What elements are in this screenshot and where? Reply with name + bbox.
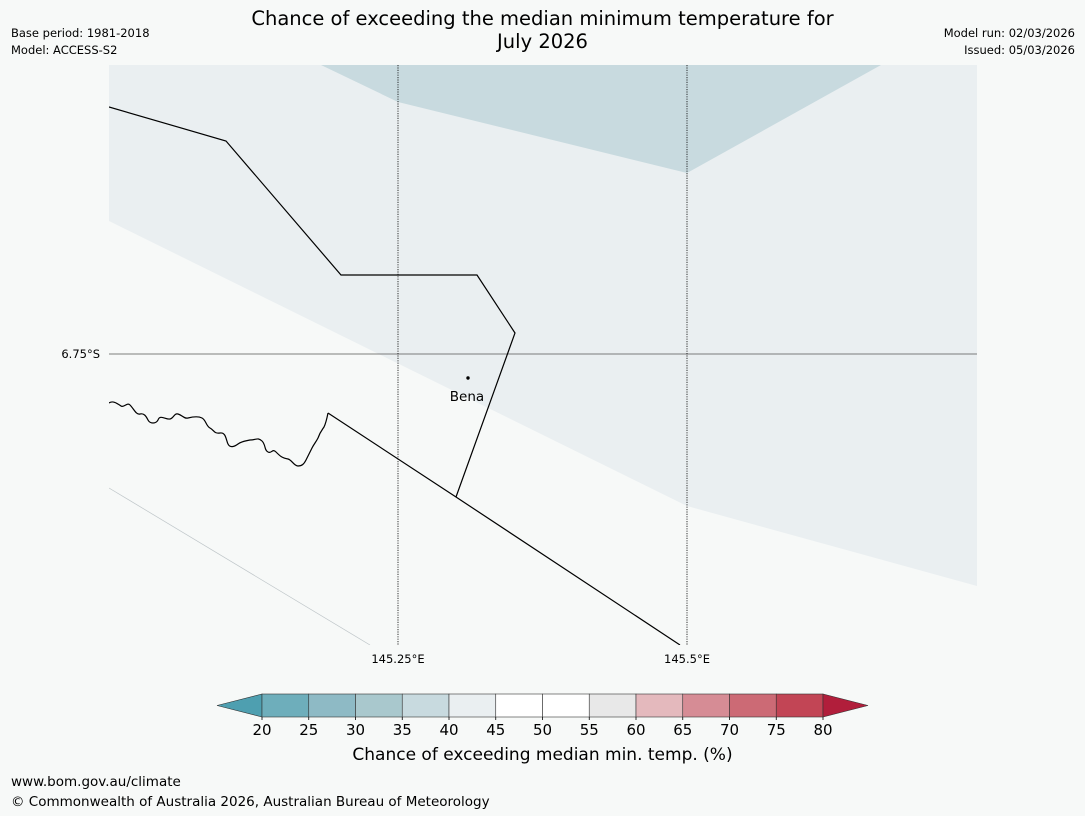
footer-url: www.bom.gov.au/climate xyxy=(11,774,181,790)
colorbar-segment xyxy=(729,693,777,718)
colorbar-tick-label: 25 xyxy=(299,721,318,739)
title-line-2: July 2026 xyxy=(497,30,588,53)
colorbar-segment xyxy=(775,693,824,718)
colorbar-segments xyxy=(216,693,869,718)
province-boundary-south xyxy=(327,412,681,645)
colorbar-tick-label: 50 xyxy=(533,721,552,739)
colorbar-segment xyxy=(401,693,450,718)
model-run: Model run: 02/03/2026 xyxy=(943,26,1075,40)
colorbar-segment xyxy=(635,693,684,718)
colorbar-segment xyxy=(261,693,310,718)
colorbar-segment xyxy=(588,693,637,718)
town-label-bena: Bena xyxy=(450,389,484,405)
colorbar-segment xyxy=(495,693,543,718)
zone-40-45 xyxy=(109,65,977,586)
colorbar-arrow-low xyxy=(216,693,263,718)
colorbar-segment xyxy=(682,693,730,718)
colorbar-tick-label: 45 xyxy=(486,721,505,739)
river-line xyxy=(109,401,329,467)
colorbar-label: Chance of exceeding median min. temp. (%… xyxy=(352,745,733,765)
province-boundary xyxy=(109,106,516,498)
map-canvas: Bena 6.75°S 145.25°E 145.5°E xyxy=(61,65,977,666)
colorbar-segment xyxy=(355,693,403,718)
colorbar-tick-label: 60 xyxy=(626,721,645,739)
colorbar-tick-label: 75 xyxy=(767,721,786,739)
colorbar-tick-label: 65 xyxy=(673,721,692,739)
colorbar-segment xyxy=(542,693,590,718)
title-line-1: Chance of exceeding the median minimum t… xyxy=(251,7,834,30)
longitude-label-1: 145.25°E xyxy=(371,652,424,666)
colorbar-segment xyxy=(448,693,497,718)
colorbar-tick-label: 35 xyxy=(393,721,412,739)
colorbar-tick-label: 55 xyxy=(580,721,599,739)
header-left-meta: Base period: 1981-2018 Model: ACCESS-S2 xyxy=(11,25,150,59)
model-name: Model: ACCESS-S2 xyxy=(11,43,118,57)
zone-35-40 xyxy=(321,65,881,173)
town-marker xyxy=(466,376,470,380)
map-title: Chance of exceeding the median minimum t… xyxy=(0,7,1085,53)
faint-contour xyxy=(109,487,371,645)
colorbar-segment xyxy=(308,693,356,718)
longitude-label-2: 145.5°E xyxy=(664,652,710,666)
colorbar-tick-label: 20 xyxy=(252,721,271,739)
latitude-label: 6.75°S xyxy=(61,347,100,361)
colorbar-tick-label: 30 xyxy=(346,721,365,739)
colorbar-tick-label: 40 xyxy=(439,721,458,739)
colorbar-arrow-high xyxy=(822,693,869,718)
colorbar-tick-label: 70 xyxy=(720,721,739,739)
header-right-meta: Model run: 02/03/2026 Issued: 05/03/2026 xyxy=(944,25,1075,59)
base-period: Base period: 1981-2018 xyxy=(11,26,150,40)
footer-copyright: © Commonwealth of Australia 2026, Austra… xyxy=(11,794,490,810)
colorbar-ticks: 20 25 30 35 40 45 50 55 60 65 70 75 80 xyxy=(252,717,833,739)
issued-date: Issued: 05/03/2026 xyxy=(964,43,1075,57)
map-layers: Bena xyxy=(109,65,977,645)
colorbar-tick-label: 80 xyxy=(813,721,832,739)
